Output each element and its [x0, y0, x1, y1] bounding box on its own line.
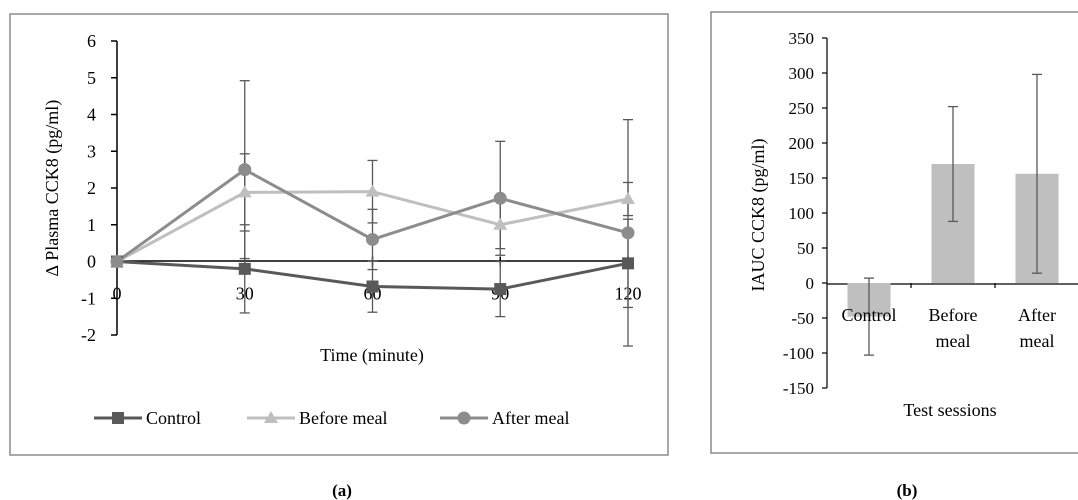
- category-label: Control: [841, 305, 896, 325]
- y-tick-label: 2: [87, 178, 96, 198]
- legend-swatch-marker: [458, 412, 471, 425]
- y-tick-label: 200: [789, 134, 815, 153]
- legend-label: Before meal: [299, 408, 387, 428]
- category-label: meal: [1020, 331, 1055, 351]
- after-meal-point: [494, 192, 507, 205]
- panel-a-label: (a): [332, 481, 352, 500]
- panel-a-x-axis-title: Time (minute): [320, 345, 424, 366]
- after-meal-point: [111, 255, 124, 268]
- control-point: [239, 263, 251, 275]
- y-tick-label: 350: [789, 29, 815, 48]
- category-label: Before: [929, 305, 978, 325]
- after-meal-point: [366, 233, 379, 246]
- panel-a-legend: Control Before meal After meal: [94, 408, 569, 428]
- y-tick-label: 150: [789, 169, 815, 188]
- y-tick-label: 100: [789, 204, 815, 223]
- control-point: [494, 283, 506, 295]
- y-tick-label: -100: [783, 344, 814, 363]
- legend-label: Control: [146, 408, 201, 428]
- y-tick-label: 1: [87, 215, 96, 235]
- panel-a-y-axis-title: ∆ Plasma CCK8 (pg/ml): [42, 100, 63, 277]
- category-label: meal: [936, 331, 971, 351]
- legend-swatch-marker: [112, 412, 124, 424]
- panel-b-x-axis-title: Test sessions: [903, 400, 996, 420]
- after-meal-point: [238, 163, 251, 176]
- y-tick-label: 0: [87, 252, 96, 272]
- panel-b: -150 -100 -50 0 50 100 150 200 250 300 350 Control…: [711, 12, 1078, 500]
- y-tick-label: 3: [87, 141, 96, 161]
- y-tick-label: 4: [87, 105, 96, 125]
- y-tick-label: -150: [783, 379, 814, 398]
- control-point: [622, 257, 634, 269]
- y-tick-label: 50: [797, 239, 814, 258]
- y-tick-label: 250: [789, 99, 815, 118]
- y-tick-label: 300: [789, 64, 815, 83]
- panel-b-y-axis-title: IAUC CCK8 (pg/ml): [748, 138, 769, 291]
- y-tick-label: -2: [81, 325, 96, 345]
- y-tick-label: 6: [87, 31, 96, 51]
- after-meal-point: [622, 226, 635, 239]
- panel-b-label: (b): [897, 481, 918, 500]
- control-point: [367, 280, 379, 292]
- y-tick-label: -1: [81, 288, 96, 308]
- panel-a-frame: [10, 14, 668, 455]
- y-tick-label: 0: [806, 274, 815, 293]
- legend-label: After meal: [492, 408, 569, 428]
- y-tick-label: -50: [791, 309, 814, 328]
- y-tick-label: 5: [87, 68, 96, 88]
- category-label: After: [1018, 305, 1056, 325]
